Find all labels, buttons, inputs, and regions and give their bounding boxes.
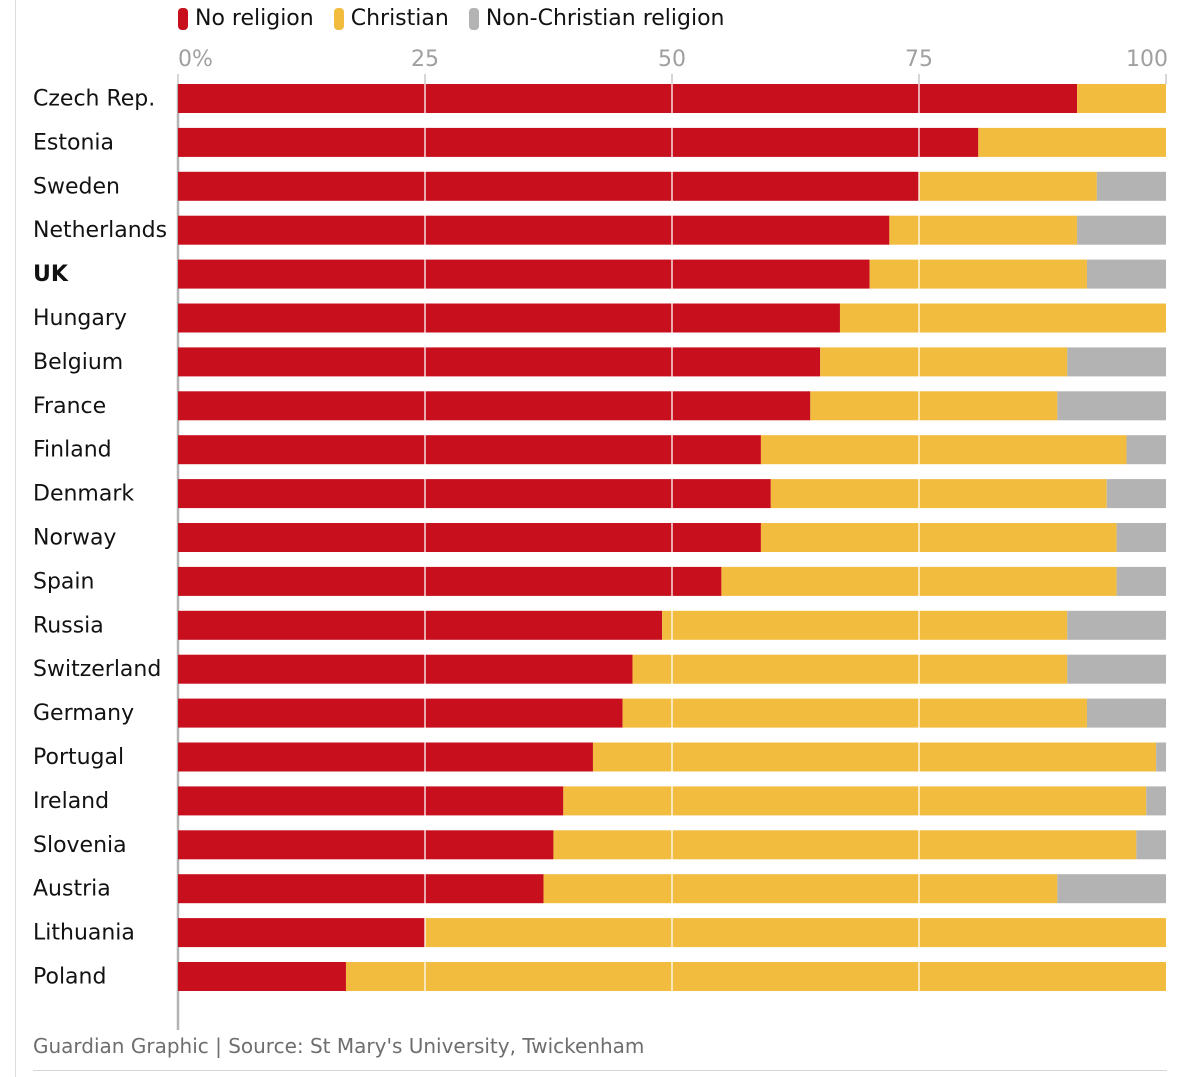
bar-segment-no-religion [178, 347, 821, 377]
bar-segment-non-christian-religion [1116, 566, 1166, 596]
category-label: Finland [33, 438, 112, 463]
bar-segment-christian [425, 918, 1166, 948]
bar-segment-no-religion [178, 127, 979, 157]
bar-segment-non-christian-religion [1086, 259, 1166, 289]
bar-segment-christian [563, 786, 1147, 816]
legend-label: No religion [195, 6, 314, 31]
category-label: Ireland [33, 789, 109, 814]
footer-divider [33, 1070, 1167, 1071]
bar-segment-christian [1077, 84, 1166, 113]
bar-segment-non-christian-religion [1156, 742, 1166, 772]
bar-segment-non-christian-religion [1136, 830, 1166, 860]
category-label: Norway [33, 526, 116, 551]
category-label: Switzerland [33, 657, 161, 682]
bar-segment-no-religion [178, 523, 761, 552]
category-label: Austria [33, 877, 111, 902]
legend: No religion Christian Non-Christian reli… [178, 6, 745, 31]
bar-segment-christian [592, 742, 1157, 772]
bar-segment-non-christian-religion [1077, 215, 1166, 245]
legend-label: Christian [350, 6, 449, 31]
bar-segment-christian [760, 523, 1117, 552]
bar-segment-non-christian-religion [1146, 786, 1166, 816]
category-label: Slovenia [33, 833, 127, 858]
category-label: Russia [33, 613, 104, 638]
stacked-bar-chart: 0% 25 50 75 100 Czech Rep. Estonia Sweden Nether… [33, 47, 1168, 1030]
bar-segment-no-religion [178, 742, 593, 772]
category-label: Hungary [33, 306, 127, 331]
category-label: Sweden [33, 174, 120, 199]
bar-segment-non-christian-religion [1067, 347, 1166, 377]
bar-segment-non-christian-religion [1126, 435, 1166, 465]
bar-segment-christian [839, 303, 1166, 333]
category-label: Spain [33, 569, 94, 594]
bar-segment-christian [770, 479, 1107, 509]
left-border [15, 0, 16, 1077]
bar-segment-non-christian-religion [1057, 391, 1166, 421]
x-tick-label: 25 [411, 47, 439, 72]
category-label: Estonia [33, 130, 114, 155]
category-label: UK [33, 262, 69, 287]
legend-item-no-religion: No religion [178, 6, 314, 31]
legend-swatch-christian [333, 7, 344, 30]
bar-segment-christian [889, 215, 1078, 245]
legend-swatch-non-christian [468, 7, 479, 30]
bar-segment-christian [632, 654, 1068, 684]
bar-segment-non-christian-religion [1067, 654, 1166, 684]
bar-segment-christian [820, 347, 1068, 377]
x-tick-label: 0% [178, 47, 213, 72]
bar-segment-christian [345, 962, 1167, 991]
source-credit: Guardian Graphic | Source: St Mary's Uni… [33, 1034, 645, 1058]
bar-segment-no-religion [178, 215, 890, 245]
category-label: Czech Rep. [33, 87, 155, 112]
x-tick-label: 75 [905, 47, 933, 72]
bar-segment-no-religion [178, 479, 771, 509]
category-label: Denmark [33, 482, 134, 507]
x-tick-label: 100 [1126, 47, 1168, 72]
bar-segment-non-christian-religion [1096, 171, 1166, 201]
bar-segment-no-religion [178, 84, 1078, 113]
bar-segment-non-christian-religion [1116, 523, 1166, 552]
bar-segment-no-religion [178, 786, 564, 816]
category-label: Belgium [33, 350, 123, 375]
bar-segment-no-religion [178, 654, 633, 684]
bar-segment-no-religion [178, 566, 722, 596]
bar-segment-christian [810, 391, 1058, 421]
bar-segment-no-religion [178, 918, 425, 948]
category-label: France [33, 394, 106, 419]
bar-segment-christian [869, 259, 1087, 289]
bar-segment-no-religion [178, 171, 919, 201]
category-label: Netherlands [33, 218, 167, 243]
x-tick-label: 50 [658, 47, 686, 72]
category-label: Lithuania [33, 921, 135, 946]
legend-swatch-no-religion [178, 7, 188, 30]
bar-segment-christian [919, 171, 1097, 201]
category-label: Portugal [33, 745, 124, 770]
bar-segment-christian [978, 127, 1166, 157]
bar-segment-no-religion [178, 874, 544, 904]
bar-segment-no-religion [178, 698, 623, 728]
bar-segment-christian [622, 698, 1087, 728]
bar-segment-non-christian-religion [1086, 698, 1166, 728]
bar-segment-no-religion [178, 610, 663, 640]
category-label: Poland [33, 965, 106, 990]
bar-segment-no-religion [178, 435, 761, 465]
legend-label: Non-Christian religion [485, 6, 725, 31]
bar-segment-christian [553, 830, 1137, 860]
bar-segment-non-christian-religion [1106, 479, 1166, 509]
category-label: Germany [33, 701, 134, 726]
legend-item-non-christian: Non-Christian religion [468, 6, 725, 31]
bar-segment-non-christian-religion [1067, 610, 1166, 640]
legend-item-christian: Christian [333, 6, 449, 31]
bar-segment-christian [662, 610, 1068, 640]
bar-segment-no-religion [178, 259, 870, 289]
bar-segment-christian [543, 874, 1058, 904]
bar-segment-non-christian-religion [1057, 874, 1166, 904]
bar-segment-no-religion [178, 962, 346, 991]
bar-segment-no-religion [178, 391, 811, 421]
bar-segment-no-religion [178, 303, 840, 333]
bar-segment-christian [760, 435, 1127, 465]
bar-segment-no-religion [178, 830, 554, 860]
